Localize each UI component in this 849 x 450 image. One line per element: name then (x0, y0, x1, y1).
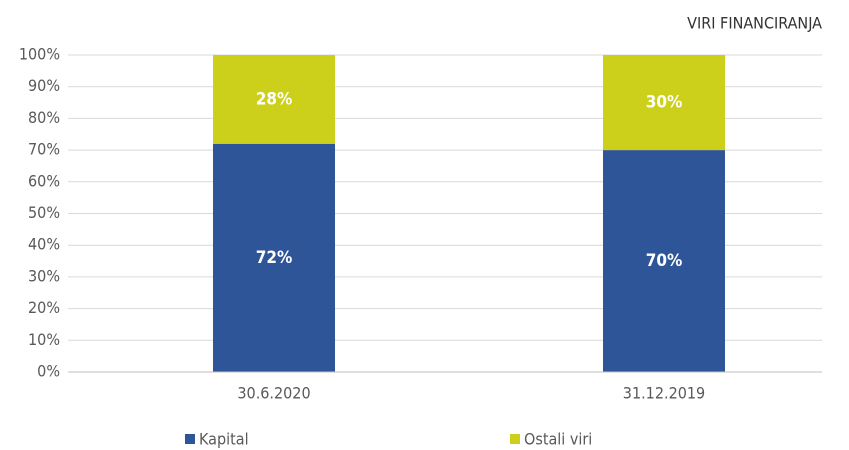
y-tick-label: 10% (28, 330, 60, 349)
y-tick-label: 40% (28, 235, 60, 254)
legend-label: Kapital (199, 430, 249, 449)
data-label: 28% (256, 89, 293, 109)
y-tick-label: 70% (28, 140, 60, 159)
x-tick-label: 30.6.2020 (237, 384, 310, 403)
bar-segment (213, 55, 335, 144)
legend-label: Ostali viri (524, 430, 592, 449)
data-label: 30% (646, 93, 683, 113)
legend-swatch (510, 434, 520, 444)
y-tick-label: 0% (37, 362, 60, 381)
legend-swatch (185, 434, 195, 444)
data-label: 70% (646, 251, 683, 271)
y-tick-label: 100% (19, 45, 60, 64)
x-tick-label: 31.12.2019 (623, 384, 705, 403)
y-tick-label: 30% (28, 266, 60, 285)
y-tick-label: 20% (28, 298, 60, 317)
bar-segment (603, 55, 725, 151)
y-tick-label: 80% (28, 108, 60, 127)
data-label: 72% (256, 248, 293, 268)
y-tick-label: 90% (28, 76, 60, 95)
bar-segment (603, 150, 725, 372)
y-tick-label: 50% (28, 203, 60, 222)
chart-title: VIRI FINANCIRANJA (687, 14, 822, 33)
y-tick-label: 60% (28, 171, 60, 190)
bar-segment (213, 143, 335, 372)
